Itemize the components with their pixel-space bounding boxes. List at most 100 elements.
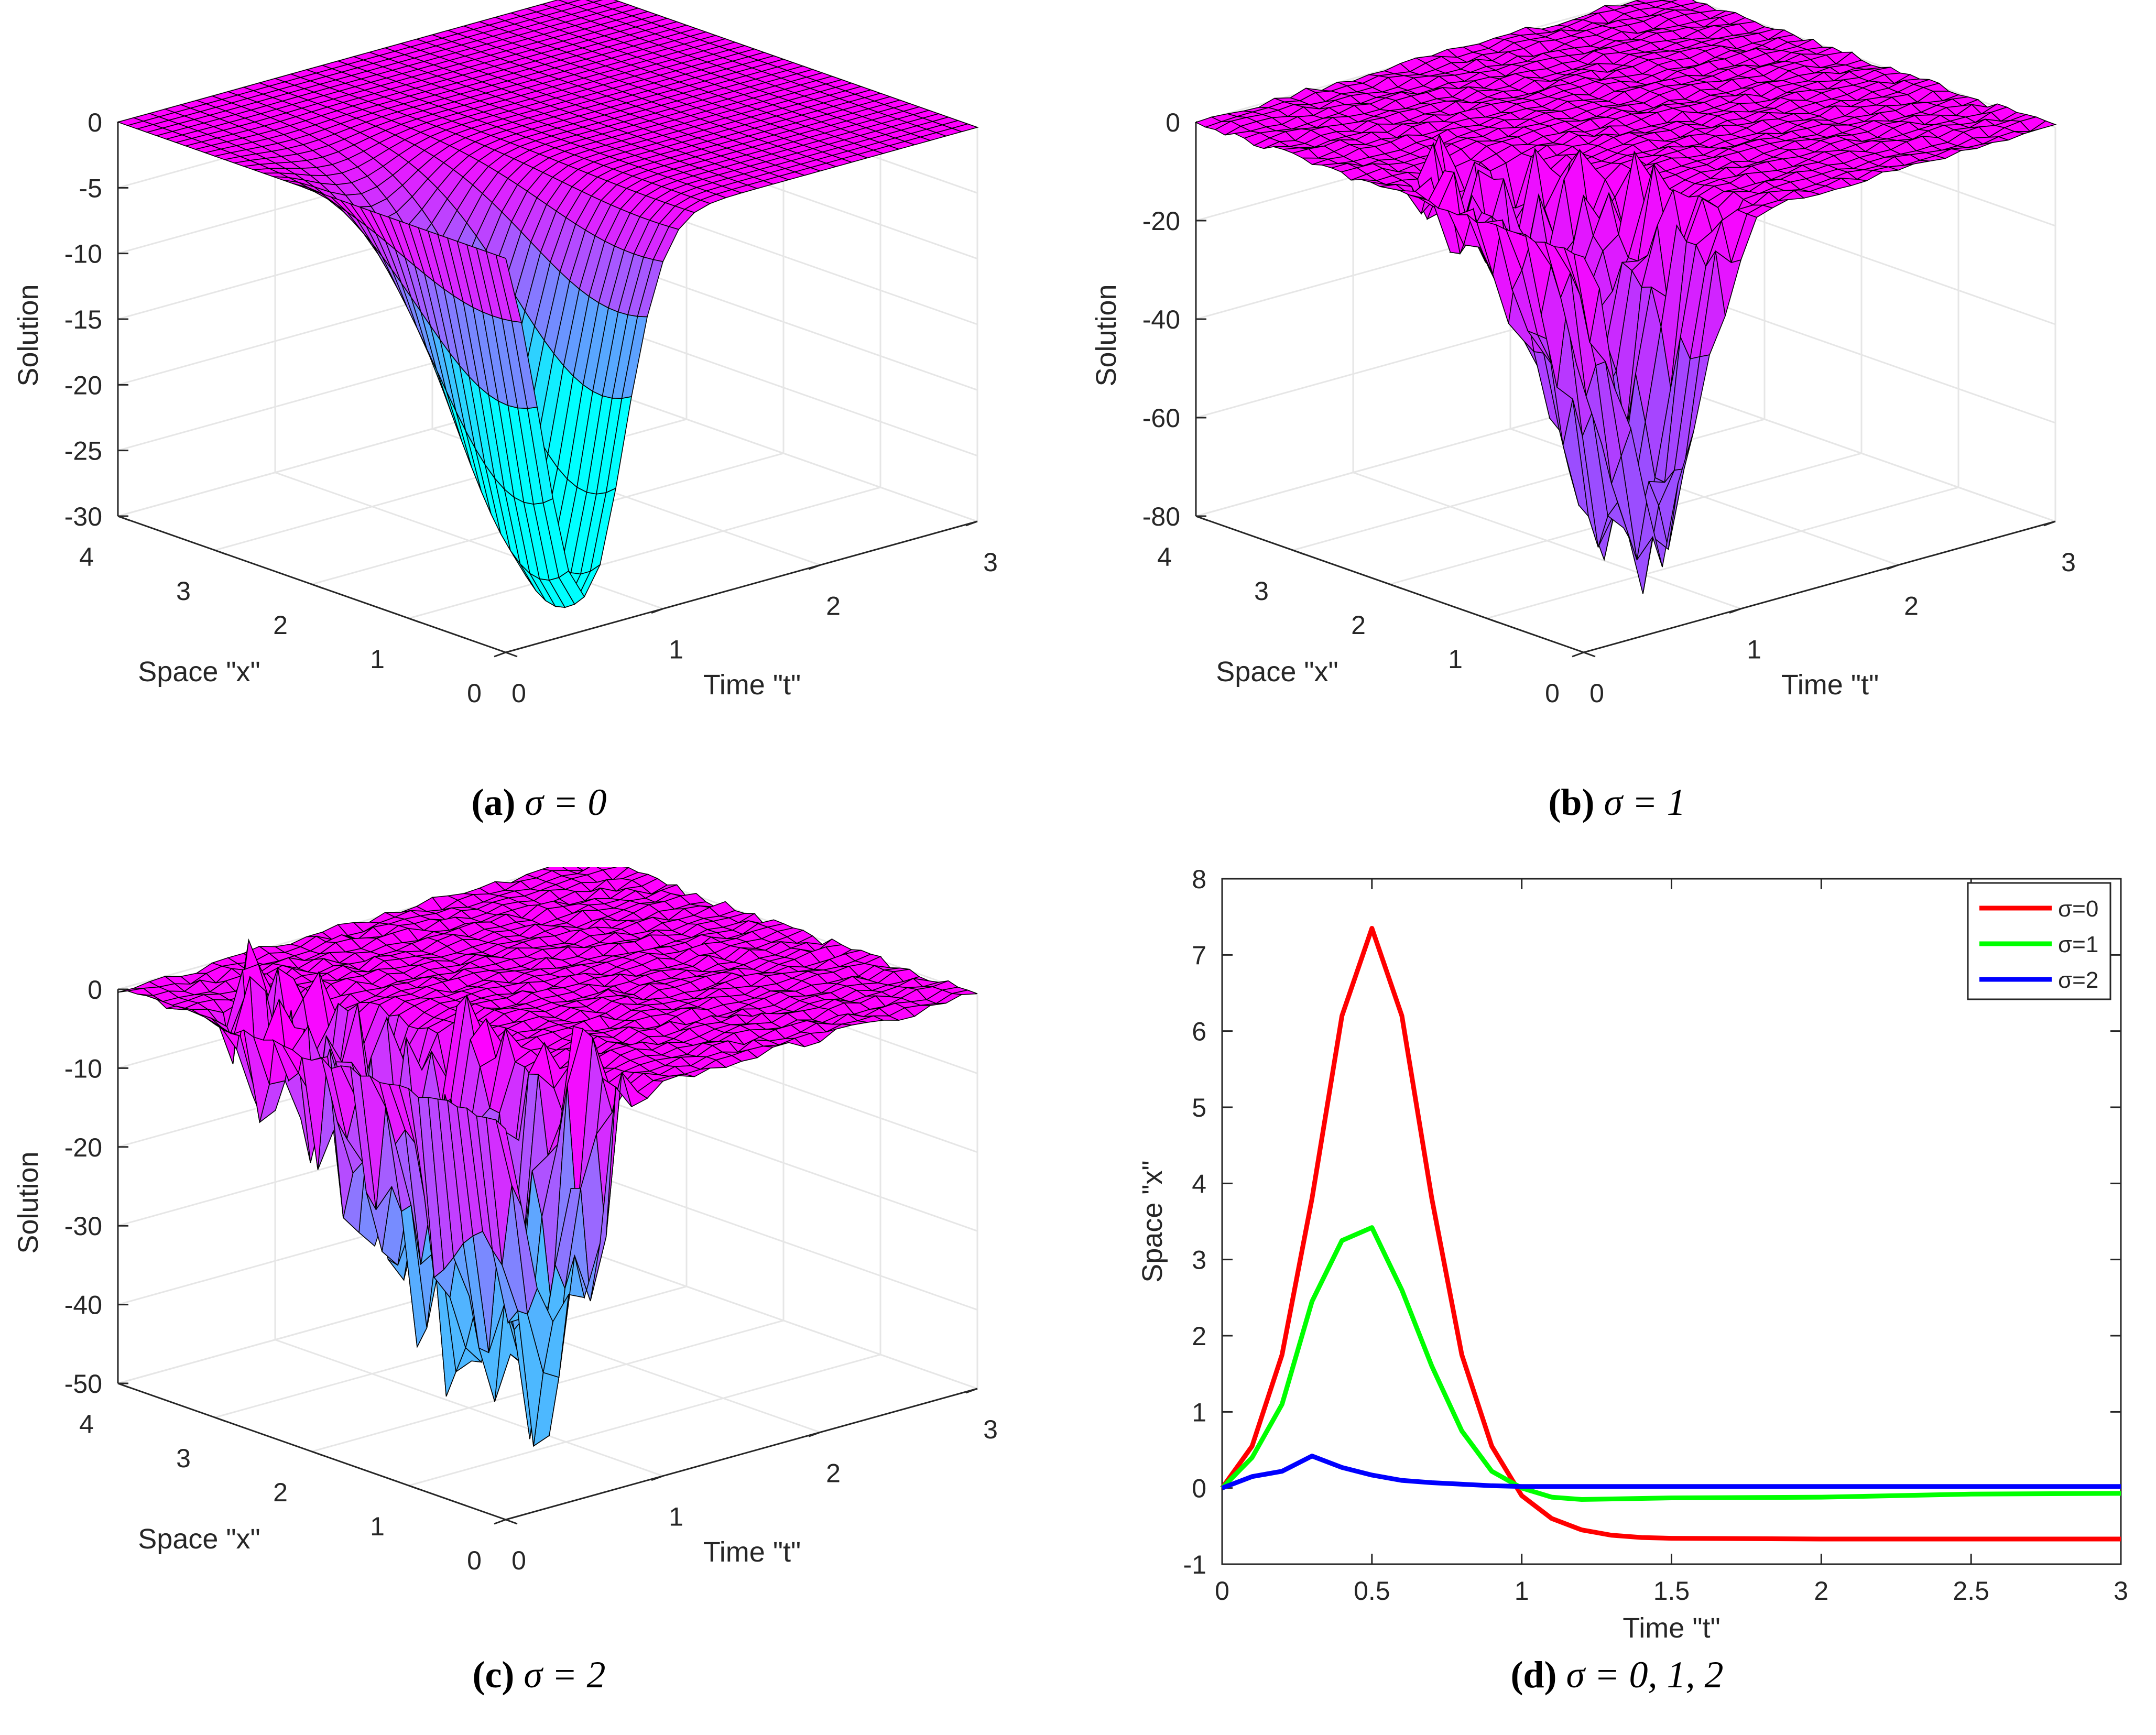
caption-a-label: (a) <box>471 781 516 823</box>
caption-b-math: σ = 1 <box>1604 781 1686 823</box>
x-axis-line <box>1583 520 2056 653</box>
caption-d-label: (d) <box>1510 1654 1557 1696</box>
x-tick-label: 1 <box>669 1502 683 1532</box>
y-tick <box>505 1519 518 1525</box>
y-tick-label: 0 <box>467 1546 482 1575</box>
y-tick-label: 4 <box>79 542 94 572</box>
x-tick <box>965 520 978 527</box>
y-tick-label: 1 <box>1192 1398 1206 1427</box>
x-tick <box>651 1475 663 1481</box>
x-tick-label: 1 <box>1515 1576 1529 1606</box>
z-tick-label: -25 <box>64 437 102 466</box>
caption-c: (c) σ = 2 <box>0 1653 1078 1697</box>
z-tick-label: -20 <box>64 1133 102 1162</box>
y-axis-label: Space "x" <box>138 1523 260 1555</box>
x-tick-label: 0.5 <box>1354 1576 1390 1606</box>
surface-plot-b: 0 1 2 3 0 1 2 3 4 0 -20 -40 -60 -80 Time "t" Space "x" S… <box>1091 0 2076 708</box>
z-tick-label: -40 <box>64 1291 102 1320</box>
surface-patch <box>495 254 522 323</box>
y-axis-label: Space "x" <box>1216 656 1338 688</box>
y-tick <box>408 1485 421 1491</box>
y-tick <box>311 583 324 590</box>
x-tick-label: 0 <box>1589 679 1604 708</box>
y-tick <box>408 617 421 624</box>
caption-d: (d) σ = 0, 1, 2 <box>1078 1653 2156 1697</box>
z-axis-label: Solution <box>1091 284 1122 386</box>
surface-mesh <box>116 0 979 608</box>
y-tick <box>214 549 227 555</box>
x-tick-label: 2 <box>1814 1576 1828 1606</box>
z-tick-label: -80 <box>1142 502 1180 531</box>
x-axis-label: Time "t" <box>1781 669 1879 701</box>
surface-patch <box>1573 253 1600 343</box>
y-tick <box>1486 617 1499 624</box>
x-tick <box>2043 520 2056 527</box>
y-tick-label: 4 <box>1192 1169 1206 1198</box>
series-line-2 <box>1221 1454 2121 1490</box>
y-tick-label: 2 <box>1351 610 1366 640</box>
series-lines <box>1220 925 2121 1542</box>
z-tick-label: 0 <box>88 975 102 1005</box>
y-tick-label: 6 <box>1192 1017 1206 1046</box>
z-tick-label: -30 <box>64 1212 102 1241</box>
x-axis-label: Time "t" <box>703 669 801 701</box>
x-tick <box>651 608 663 614</box>
x-tick-label: 3 <box>983 548 998 577</box>
y-tick-label: 0 <box>467 679 482 708</box>
caption-a-math: σ = 0 <box>525 781 607 823</box>
z-tick-label: -15 <box>64 305 102 334</box>
x-tick <box>965 1388 978 1394</box>
gridline <box>1292 418 1765 551</box>
z-tick-label: -10 <box>64 1054 102 1083</box>
x-tick-label: 3 <box>2114 1576 2128 1606</box>
y-tick <box>505 651 518 658</box>
z-axis-label: Solution <box>13 284 44 386</box>
z-tick-label: -40 <box>1142 305 1180 334</box>
y-tick <box>311 1450 324 1457</box>
legend-label-2: σ=2 <box>2058 967 2098 993</box>
y-tick <box>214 1416 227 1423</box>
z-tick-label: -20 <box>1142 206 1180 236</box>
x-tick <box>808 564 821 570</box>
z-tick-label: 0 <box>88 108 102 137</box>
x-axis-line <box>505 1388 978 1521</box>
z-tick-label: -10 <box>64 239 102 269</box>
y-tick-label: 3 <box>1192 1246 1206 1275</box>
legend-label-1: σ=1 <box>2058 932 2098 957</box>
series-line-0 <box>1220 925 2121 1542</box>
x-axis-label: Time "t" <box>1623 1612 1720 1643</box>
y-tick-label: 7 <box>1192 941 1206 970</box>
x-tick <box>494 651 506 658</box>
surface-mesh <box>1194 0 2057 594</box>
y-tick <box>1292 549 1305 555</box>
y-tick-label: 3 <box>176 1444 191 1473</box>
z-tick-label: -30 <box>64 502 102 531</box>
z-tick-label: -20 <box>64 370 102 400</box>
z-tick-label: -60 <box>1142 403 1180 433</box>
y-tick-label: 8 <box>1192 867 1206 894</box>
panel-c: 0 1 2 3 0 1 2 3 4 0 -10 -20 -30 -40 -50 Time "t" Space "… <box>0 867 1078 1735</box>
x-tick <box>1729 608 1741 614</box>
y-tick-label: 4 <box>79 1410 94 1439</box>
x-tick <box>1886 564 1899 570</box>
y-tick-label: 2 <box>1192 1322 1206 1351</box>
y-tick <box>1583 651 1596 658</box>
x-tick-label: 0 <box>1215 1576 1229 1606</box>
series-line-1 <box>1220 1225 2121 1502</box>
caption-a: (a) σ = 0 <box>0 781 1078 824</box>
y-tick-label: 0 <box>1192 1474 1206 1503</box>
y-tick-label: 2 <box>273 1478 288 1507</box>
caption-b-label: (b) <box>1548 781 1595 823</box>
surface-patch <box>576 867 590 871</box>
x-tick-label: 2 <box>826 591 841 620</box>
x-tick-label: 0 <box>511 1546 526 1575</box>
panel-d: 0 0.5 1 1.5 2 2.5 3 -1 0 1 2 3 4 5 6 7 8 Time "t" Space "x… <box>1078 867 2156 1735</box>
gridline <box>1486 486 1959 619</box>
y-tick-label: 1 <box>1448 645 1463 674</box>
x-tick-label: 1 <box>669 635 683 664</box>
y-tick-label: 1 <box>370 645 385 674</box>
y-tick-label: 5 <box>1192 1093 1206 1122</box>
y-tick-label: -1 <box>1183 1550 1206 1579</box>
y-tick-label: 0 <box>1545 679 1560 708</box>
y-axis-label: Space "x" <box>1137 1160 1168 1282</box>
